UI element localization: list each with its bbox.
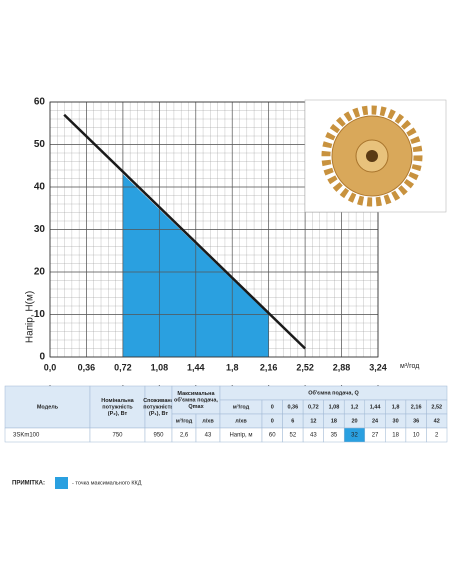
header-text: (P₁), Вт — [149, 411, 169, 417]
y-tick-label: 10 — [34, 309, 46, 320]
curve — [63, 113, 306, 350]
x-tick-label: 1,44 — [187, 362, 205, 372]
header-text: 24 — [372, 418, 379, 424]
plot-border — [49, 101, 379, 358]
table-cell — [144, 385, 173, 429]
x-tick-label: 0,0 — [44, 362, 57, 372]
x-tick-label: 2,88 — [333, 362, 351, 372]
header-text: 20 — [351, 418, 357, 424]
y-tick-label: 60 — [34, 97, 46, 108]
cell-text: 18 — [392, 433, 399, 439]
cell-text: 10 — [413, 433, 420, 439]
cell-text: 3SKm100 — [13, 433, 40, 439]
impeller-photo — [304, 99, 447, 213]
header-text: 30 — [393, 418, 399, 424]
x-tick-label: 1,8 — [226, 362, 239, 372]
table-cell — [171, 385, 221, 415]
header-text: 0,72 — [308, 404, 319, 410]
header-text: 1,8 — [392, 404, 400, 410]
note-text: - точка максимального ККД — [72, 480, 142, 486]
x-tick-label: 0,72 — [114, 362, 132, 372]
header-text: 1,08 — [329, 404, 340, 410]
header-text: л/хв — [202, 418, 214, 424]
header-text: 1,2 — [351, 404, 359, 410]
cell-text: 52 — [289, 433, 296, 439]
x-tick-label: 2,16 — [260, 362, 278, 372]
y-axis-title: Напір, H(м) — [25, 291, 36, 343]
header-text: 2,52 — [431, 404, 442, 410]
impeller-bore — [366, 150, 378, 162]
table-cell — [426, 427, 448, 443]
header-text: л/хв — [235, 418, 247, 424]
cell-text: 27 — [372, 433, 379, 439]
header-text: Номінальна — [101, 398, 134, 404]
header-text: 0 — [271, 418, 274, 424]
y-tick-label: 20 — [34, 267, 46, 278]
header-text: (P₂), Вт — [108, 411, 128, 417]
header-text: 6 — [291, 418, 294, 424]
header-text: 36 — [413, 418, 419, 424]
header-text: 12 — [310, 418, 316, 424]
x-tick-label: 0,36 — [78, 362, 96, 372]
header-text: 2,16 — [411, 404, 422, 410]
header-text: потужність — [143, 404, 174, 410]
header-text: 42 — [434, 418, 440, 424]
cell-text: 32 — [351, 433, 358, 439]
y-tick-label: 0 — [39, 352, 45, 363]
header-text: 0 — [271, 404, 274, 410]
cell-text: 43 — [205, 433, 212, 439]
cell-text: 43 — [310, 433, 317, 439]
header-text: Максимальна — [177, 391, 215, 397]
impeller-teeth — [321, 105, 423, 207]
header-text: 0,36 — [287, 404, 298, 410]
header-text: потужність — [102, 404, 133, 410]
header-text: Qmax — [188, 404, 204, 410]
note-label: ПРИМІТКА: — [12, 481, 45, 487]
x-tick-label: 3,24 — [369, 362, 387, 372]
header-text: м³/год — [176, 417, 193, 424]
note-swatch — [55, 477, 68, 489]
cell-text: 60 — [269, 433, 276, 439]
header-text: Споживана — [143, 398, 175, 404]
y-tick-label: 30 — [34, 224, 46, 235]
header-text: об'ємна подача, — [174, 396, 218, 403]
table-cell — [4, 385, 91, 429]
x-unit: м³/год — [400, 363, 419, 370]
header-text: 1,44 — [370, 404, 382, 410]
header-text: м³/год — [233, 403, 250, 410]
cell-text: 750 — [112, 433, 123, 439]
header-text: Модель — [37, 404, 59, 410]
cell-text: 950 — [153, 433, 164, 439]
y-tick-label: 40 — [34, 182, 46, 193]
x-tick-label: 1,08 — [151, 362, 169, 372]
x-tick-label: 2,52 — [296, 362, 314, 372]
header-text: Об'ємна подача, Q — [308, 389, 359, 396]
cell-text: 2,6 — [180, 433, 189, 439]
cell-text: 2 — [435, 433, 439, 439]
y-tick-label: 50 — [34, 139, 46, 150]
cell-text: 35 — [331, 433, 338, 439]
cell-text: Напір, м — [229, 433, 252, 439]
table-cell — [89, 385, 146, 429]
header-text: 18 — [331, 418, 337, 424]
